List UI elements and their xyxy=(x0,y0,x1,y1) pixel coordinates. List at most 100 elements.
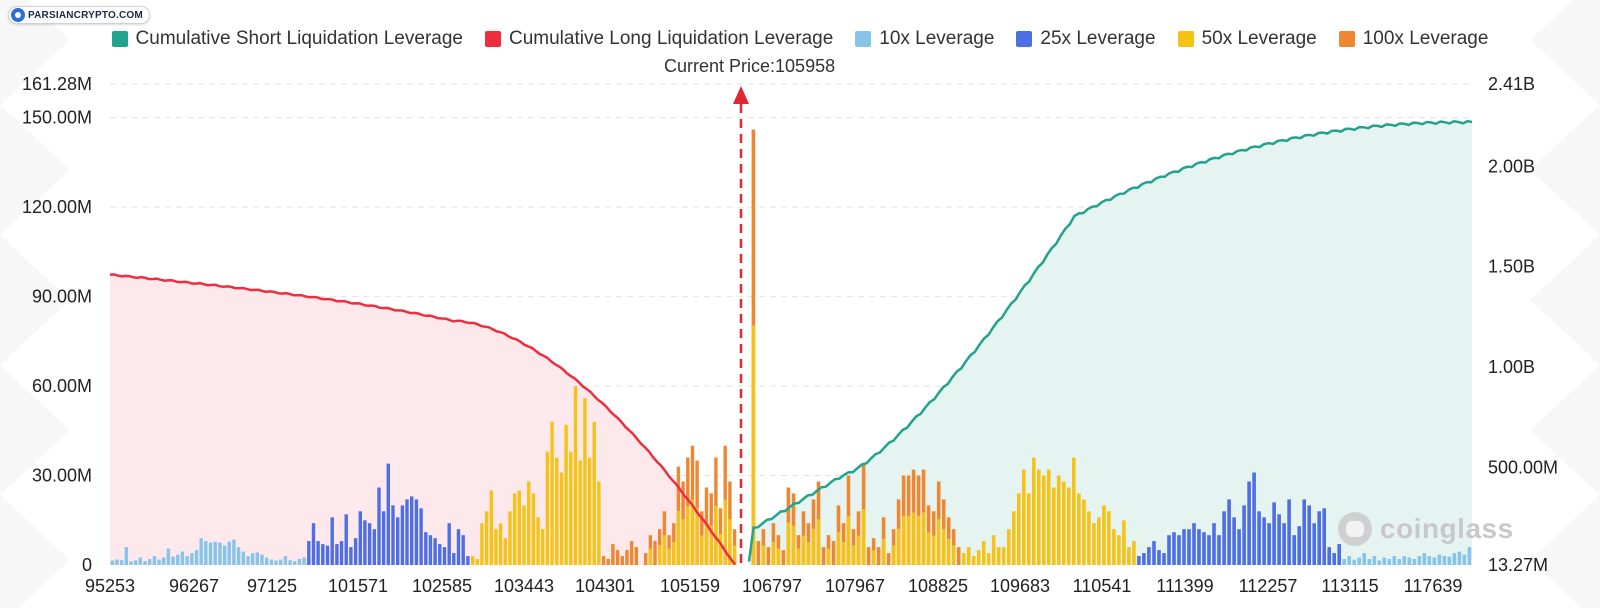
bar-lev50-segment xyxy=(771,542,776,565)
bar-lev10 xyxy=(110,560,114,565)
bar-lev25 xyxy=(452,553,456,565)
bar-lev25 xyxy=(367,523,372,565)
bar-lev10 xyxy=(180,551,185,565)
bar-lev10 xyxy=(148,559,152,565)
y-left-tick-label: 150.00M xyxy=(22,108,92,128)
x-tick-label: 110541 xyxy=(1073,576,1132,596)
y-left-tick-label: 161.28M xyxy=(22,74,92,94)
bar-lev50 xyxy=(1107,511,1111,565)
bar-lev50-segment xyxy=(776,548,781,565)
bar-lev50-segment xyxy=(681,519,685,565)
legend-label-50x: 50x Leverage xyxy=(1201,28,1317,49)
bar-lev10 xyxy=(208,542,213,565)
legend-item-10x[interactable]: 10x Leverage xyxy=(855,28,994,50)
bar-lev50 xyxy=(1087,511,1091,565)
bar-lev50-segment xyxy=(718,533,723,565)
bar-lev100 xyxy=(756,541,761,565)
bar-lev10 xyxy=(1447,556,1452,565)
bar-lev50-segment xyxy=(658,545,662,565)
bar-lev25 xyxy=(1302,499,1306,565)
legend-swatch-10x xyxy=(855,31,872,47)
legend-item-short[interactable]: Cumulative Short Liquidation Leverage xyxy=(111,28,463,50)
x-tick-label: 96267 xyxy=(169,576,219,596)
bar-lev10 xyxy=(138,557,142,565)
bar-lev25 xyxy=(353,538,358,565)
bar-lev50-segment xyxy=(826,548,831,565)
bar-lev10 xyxy=(1377,560,1382,565)
current-price-marker xyxy=(733,86,749,565)
bar-lev100 xyxy=(886,553,891,565)
bar-lev25 xyxy=(1172,532,1176,565)
bar-lev25 xyxy=(316,541,320,565)
legend-item-100x[interactable]: 100x Leverage xyxy=(1338,28,1488,50)
bar-lev50 xyxy=(1027,493,1031,565)
bar-lev50 xyxy=(470,556,475,565)
bar-lev10 xyxy=(115,559,119,565)
y-right-tick-label: 500.00M xyxy=(1488,457,1558,477)
bar-lev50-segment xyxy=(911,512,916,565)
bar-lev50 xyxy=(991,535,996,565)
bar-lev100 xyxy=(611,544,615,565)
bar-lev50 xyxy=(1017,493,1021,565)
bar-lev50-segment xyxy=(856,535,861,565)
bar-lev50 xyxy=(986,553,991,565)
bar-lev50-segment xyxy=(906,515,911,565)
legend-label-25x: 25x Leverage xyxy=(1040,28,1156,49)
bar-lev25 xyxy=(405,499,409,565)
bar-lev25 xyxy=(461,535,465,565)
y-left-tick-label: 120.00M xyxy=(22,197,92,217)
bar-lev25 xyxy=(335,544,339,565)
bar-lev25 xyxy=(1317,511,1321,565)
bar-lev10 xyxy=(1362,553,1366,565)
bar-lev50 xyxy=(578,460,582,565)
bar-lev50-segment xyxy=(786,522,791,565)
bar-lev50 xyxy=(1092,523,1096,565)
bar-lev50 xyxy=(1132,541,1136,565)
bar-lev50 xyxy=(573,386,578,565)
bar-lev50-segment xyxy=(916,515,921,565)
x-tick-label: 102585 xyxy=(412,576,472,596)
legend-item-long[interactable]: Cumulative Long Liquidation Leverage xyxy=(484,28,833,50)
bar-lev10 xyxy=(1427,556,1432,565)
watermark-text: PARSIANCRYPTO.COM xyxy=(28,9,143,21)
bar-lev10 xyxy=(1457,551,1462,565)
x-tick-label: 97125 xyxy=(247,576,297,596)
bar-lev25 xyxy=(358,511,362,565)
bar-lev25 xyxy=(400,505,405,565)
bar-lev50 xyxy=(1037,469,1041,565)
bg-diamond-left xyxy=(0,495,70,608)
bar-lev10 xyxy=(222,545,227,565)
bar-lev10 xyxy=(255,552,259,565)
bar-lev25 xyxy=(433,538,437,565)
bar-lev50 xyxy=(1117,535,1121,565)
bar-lev50-segment xyxy=(732,545,737,565)
bg-diamond-left xyxy=(0,365,70,495)
bar-lev25 xyxy=(1337,544,1341,565)
legend-item-50x[interactable]: 50x Leverage xyxy=(1177,28,1317,50)
bar-lev10 xyxy=(1347,556,1351,565)
bar-lev50 xyxy=(503,538,507,565)
bar-lev50 xyxy=(592,421,596,565)
bar-lev50 xyxy=(587,457,592,565)
watermark-logo-icon xyxy=(11,8,25,22)
bar-lev25 xyxy=(1322,508,1326,565)
bar-lev25 xyxy=(442,547,447,565)
y-left-tick-label: 30.00M xyxy=(32,466,92,486)
legend-item-25x[interactable]: 25x Leverage xyxy=(1016,28,1156,50)
bar-lev10 xyxy=(1462,554,1467,565)
bar-lev50 xyxy=(1067,487,1071,565)
bar-lev50-segment xyxy=(951,545,956,565)
bar-lev25 xyxy=(1182,529,1186,565)
bar-lev50 xyxy=(541,529,545,565)
bg-diamond-right xyxy=(1530,235,1600,365)
bar-lev10 xyxy=(1392,556,1397,565)
x-tick-label: 101571 xyxy=(328,576,388,596)
legend-swatch-long xyxy=(484,31,501,47)
bar-lev50-segment xyxy=(926,532,931,565)
bar-lev25 xyxy=(1187,529,1191,565)
bar-lev10 xyxy=(143,561,147,565)
bar-lev10 xyxy=(1352,559,1356,565)
bar-lev50 xyxy=(550,421,554,565)
bar-lev50 xyxy=(971,556,976,565)
x-tick-label: 107967 xyxy=(825,576,885,596)
